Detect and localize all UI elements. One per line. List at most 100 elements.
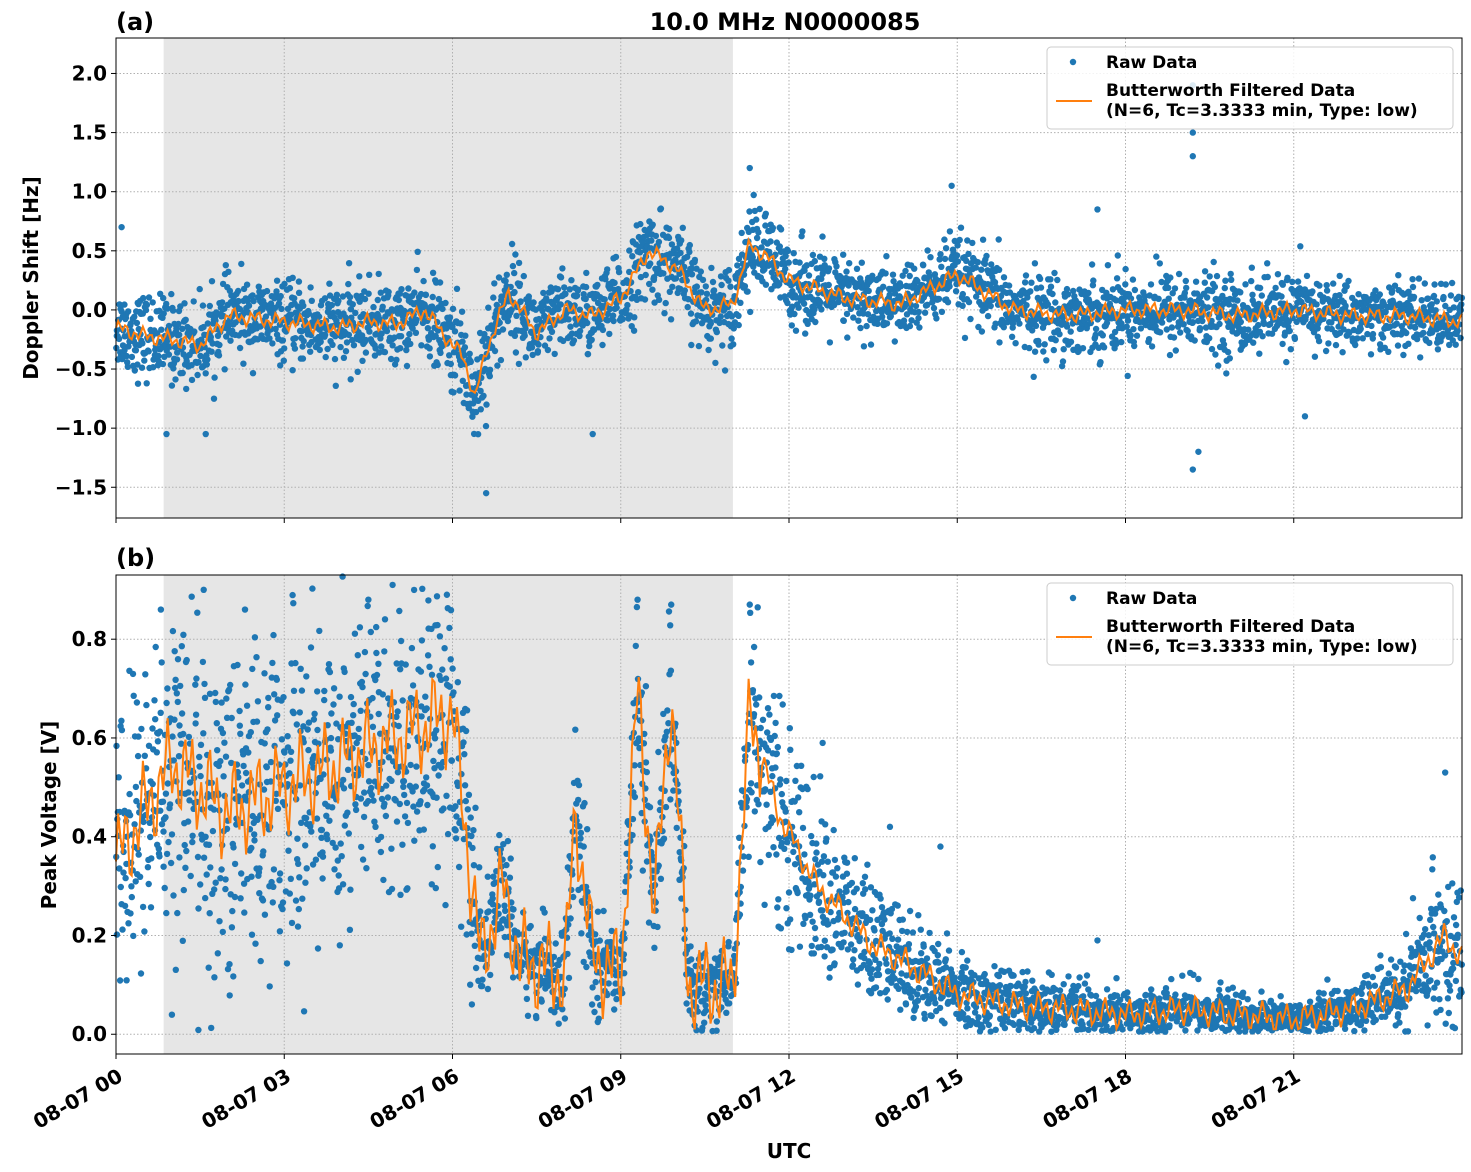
raw-point	[362, 670, 369, 678]
legend-raw-label: Raw Data	[1106, 53, 1197, 73]
raw-point	[777, 776, 784, 783]
raw-point	[201, 694, 209, 701]
raw-point	[377, 848, 385, 856]
raw-point	[420, 277, 427, 285]
raw-point	[196, 285, 203, 293]
raw-point	[398, 286, 405, 293]
raw-point	[503, 861, 510, 869]
raw-point	[238, 782, 246, 789]
raw-point	[139, 340, 146, 347]
raw-point	[855, 317, 862, 324]
raw-point	[1023, 302, 1030, 309]
raw-point	[426, 663, 433, 670]
raw-point	[423, 782, 431, 789]
raw-point	[261, 911, 269, 918]
raw-point	[125, 920, 132, 927]
raw-point	[383, 782, 390, 789]
raw-point	[530, 299, 537, 306]
raw-point	[439, 305, 446, 313]
raw-point	[361, 789, 368, 796]
raw-point	[1227, 270, 1234, 278]
raw-point	[179, 937, 186, 944]
raw-point	[286, 770, 293, 777]
raw-point	[305, 746, 312, 754]
raw-point	[1297, 243, 1304, 250]
raw-point	[584, 826, 591, 833]
raw-point	[411, 837, 418, 844]
raw-point	[1156, 260, 1164, 267]
raw-point	[364, 602, 371, 610]
raw-point	[472, 804, 479, 811]
raw-point	[911, 265, 918, 272]
raw-point	[1192, 278, 1200, 285]
raw-point	[723, 1009, 730, 1016]
raw-point	[801, 851, 808, 858]
raw-point	[288, 919, 296, 927]
raw-point	[722, 989, 729, 996]
raw-point	[345, 331, 353, 339]
raw-point	[274, 712, 281, 719]
raw-point	[996, 339, 1003, 346]
raw-point	[933, 315, 940, 322]
raw-point	[382, 812, 390, 820]
raw-point	[1368, 322, 1375, 330]
raw-point	[667, 316, 675, 323]
raw-point	[359, 357, 366, 364]
raw-point	[182, 864, 189, 871]
raw-point	[787, 746, 794, 753]
raw-point	[276, 870, 284, 877]
raw-point	[795, 304, 802, 311]
raw-point	[183, 847, 190, 855]
raw-point	[174, 909, 181, 917]
raw-point	[315, 313, 323, 320]
raw-point	[266, 983, 273, 990]
raw-point	[629, 253, 636, 260]
raw-point	[299, 355, 307, 362]
raw-point	[316, 627, 323, 635]
raw-point	[1171, 285, 1179, 292]
raw-point	[822, 821, 829, 828]
raw-point	[253, 718, 261, 725]
raw-point	[1237, 289, 1244, 296]
raw-point	[508, 306, 515, 313]
raw-point	[307, 284, 314, 291]
raw-point	[699, 276, 707, 284]
raw-point	[533, 1014, 540, 1022]
raw-outlier	[1189, 153, 1197, 160]
raw-point	[422, 291, 430, 299]
raw-point	[1411, 324, 1419, 331]
raw-point	[817, 773, 824, 780]
raw-point	[249, 292, 256, 299]
raw-point	[327, 747, 335, 754]
raw-point	[753, 216, 760, 223]
raw-point	[515, 259, 523, 267]
raw-point	[983, 252, 990, 260]
raw-point	[906, 322, 914, 330]
raw-point	[251, 634, 259, 641]
raw-point	[747, 308, 754, 316]
raw-point	[432, 884, 439, 892]
raw-point	[468, 1001, 476, 1008]
raw-point	[435, 772, 442, 779]
raw-point	[418, 713, 425, 720]
raw-point	[572, 726, 579, 733]
raw-point	[551, 350, 558, 358]
raw-point	[403, 346, 410, 354]
raw-point	[160, 310, 167, 317]
raw-point	[351, 630, 359, 637]
raw-point	[493, 301, 500, 309]
raw-point	[333, 291, 341, 298]
raw-point	[1216, 320, 1223, 328]
raw-point	[548, 328, 556, 335]
raw-point	[287, 875, 294, 882]
raw-point	[235, 297, 242, 305]
raw-point	[378, 330, 385, 337]
y-tick-label: 2.0	[72, 61, 107, 85]
raw-point	[1424, 295, 1432, 302]
panel-b: 0.00.20.40.60.8 08-07 00 08-07 03 08-07 06…	[29, 544, 1466, 1134]
raw-point	[222, 753, 230, 760]
raw-point	[1442, 281, 1450, 288]
raw-point	[183, 656, 190, 664]
raw-point	[220, 773, 227, 780]
raw-point	[349, 301, 356, 308]
